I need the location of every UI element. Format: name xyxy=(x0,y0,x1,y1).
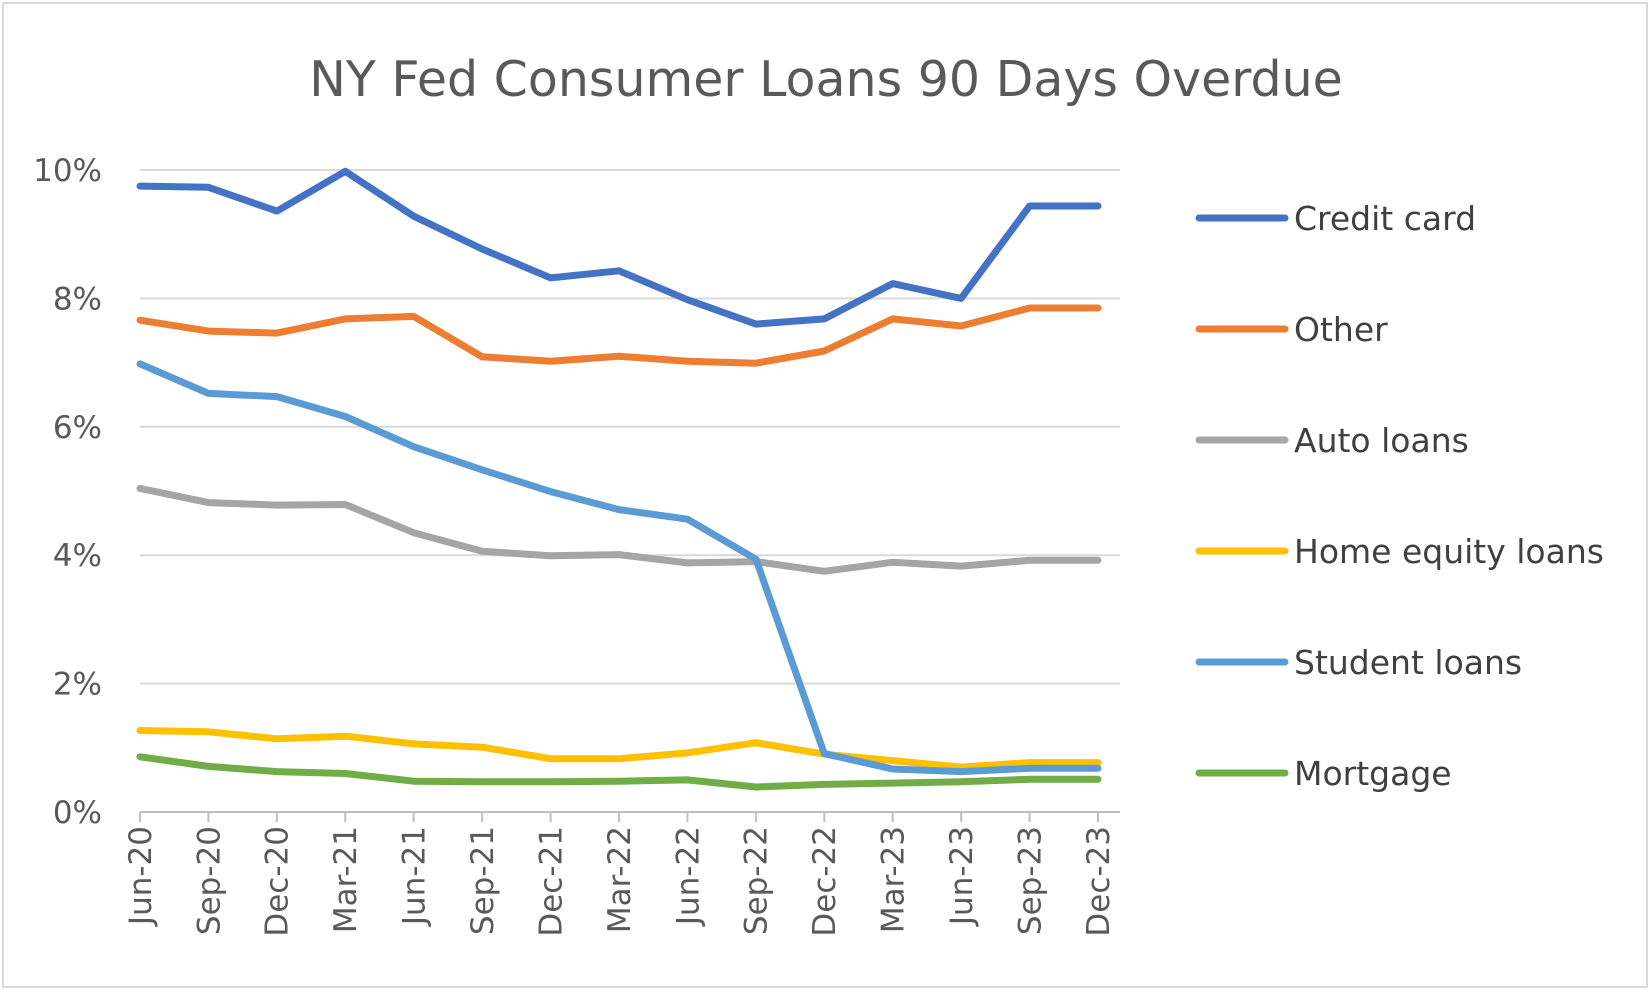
gridlines xyxy=(140,169,1120,685)
y-tick-label: 10% xyxy=(33,153,102,189)
x-tick-label: Dec-22 xyxy=(807,826,843,937)
y-tick-label: 0% xyxy=(53,795,102,831)
x-tick-label: Sep-21 xyxy=(465,826,501,935)
x-tick-label: Sep-22 xyxy=(739,826,775,935)
series-lines xyxy=(136,167,1102,791)
series-line-student-loans xyxy=(136,360,1102,776)
y-tick-label: 4% xyxy=(53,538,102,574)
y-tick-label: 2% xyxy=(53,667,102,703)
y-tick-label: 8% xyxy=(53,281,102,317)
x-tick-label: Sep-20 xyxy=(191,826,227,935)
series-line-mortgage xyxy=(136,753,1102,791)
x-tick-label: Sep-23 xyxy=(1012,826,1048,935)
legend-label-home-equity-loans: Home equity loans xyxy=(1294,532,1604,571)
x-tick-label: Dec-23 xyxy=(1081,826,1117,937)
series-line-auto-loans xyxy=(136,484,1102,575)
y-tick-label: 6% xyxy=(53,410,102,446)
x-tick-label: Mar-23 xyxy=(876,826,912,933)
x-tick-label: Jun-20 xyxy=(123,826,159,927)
legend: Credit card Other Auto loans Home equity lo… xyxy=(1195,199,1604,793)
x-tick-label: Dec-21 xyxy=(533,826,569,937)
legend-label-auto-loans: Auto loans xyxy=(1294,421,1469,460)
x-tick-label: Dec-20 xyxy=(260,826,296,937)
x-tick-label: Jun-21 xyxy=(397,826,433,927)
x-tick-label: Jun-22 xyxy=(670,826,706,927)
legend-label-mortgage: Mortgage xyxy=(1294,754,1452,793)
series-line-other xyxy=(136,304,1102,367)
chart-title: NY Fed Consumer Loans 90 Days Overdue xyxy=(309,51,1343,108)
series-line-credit-card xyxy=(136,167,1102,328)
x-tick-label: Mar-22 xyxy=(602,826,638,933)
legend-label-student-loans: Student loans xyxy=(1294,643,1522,682)
x-tick-label: Jun-23 xyxy=(944,826,980,927)
axes: 0% 2% 4% 6% 8% 10% Jun-20 Sep-20 Dec-20 Mar-21 Jun… xyxy=(33,153,1120,937)
x-tick-label: Mar-21 xyxy=(328,826,364,933)
legend-label-other: Other xyxy=(1294,310,1388,349)
legend-label-credit-card: Credit card xyxy=(1294,199,1476,238)
series-line-home-equity-loans xyxy=(136,727,1102,771)
